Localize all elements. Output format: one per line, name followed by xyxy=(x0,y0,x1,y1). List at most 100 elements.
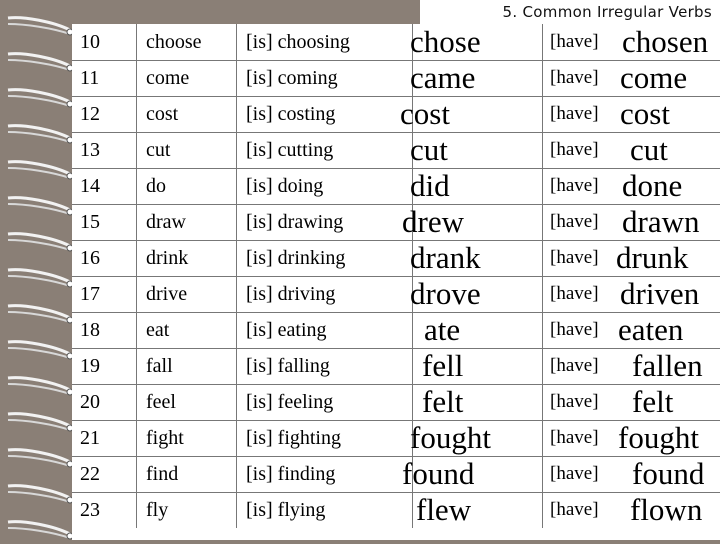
ing-form: [is] drinking xyxy=(246,247,346,269)
page-title: 5. Common Irregular Verbs xyxy=(420,0,720,24)
binding-ring-icon xyxy=(4,302,74,328)
row-divider xyxy=(72,456,720,457)
past-form: fell xyxy=(422,348,464,383)
row-divider xyxy=(72,276,720,277)
ing-form: [is] costing xyxy=(246,103,336,125)
past-form: flew xyxy=(416,492,472,527)
past-form: cut xyxy=(410,132,448,167)
verb-table: 10 choose [is] choosing chose [have] chosen 11… xyxy=(72,24,720,528)
ing-form: [is] eating xyxy=(246,319,327,341)
past-form: drank xyxy=(410,240,481,275)
past-participle: flown xyxy=(630,492,703,527)
row-number: 22 xyxy=(80,463,100,485)
row-number: 21 xyxy=(80,427,100,449)
have-label: [have] xyxy=(550,355,599,376)
binding-ring-icon xyxy=(4,14,74,40)
past-form: found xyxy=(402,456,475,491)
row-divider xyxy=(72,96,720,97)
row-divider xyxy=(72,240,720,241)
row-number: 14 xyxy=(80,175,100,197)
row-number: 19 xyxy=(80,355,100,377)
binding-ring-icon xyxy=(4,410,74,436)
have-label: [have] xyxy=(550,31,599,52)
past-form: ate xyxy=(424,312,461,347)
ing-form: [is] flying xyxy=(246,499,326,521)
ing-form: [is] choosing xyxy=(246,31,350,53)
base-form: cut xyxy=(146,139,171,161)
past-participle: drawn xyxy=(622,204,700,239)
row-number: 12 xyxy=(80,103,100,125)
past-form: fought xyxy=(410,420,491,455)
binding-ring-icon xyxy=(4,338,74,364)
ing-form: [is] driving xyxy=(246,283,336,305)
past-form: did xyxy=(410,168,450,203)
binding-ring-icon xyxy=(4,446,74,472)
row-number: 17 xyxy=(80,283,100,305)
row-divider xyxy=(72,492,720,493)
have-label: [have] xyxy=(550,463,599,484)
have-label: [have] xyxy=(550,499,599,520)
base-form: drive xyxy=(146,283,188,305)
binding-ring-icon xyxy=(4,518,74,544)
past-participle: fallen xyxy=(632,348,703,383)
past-form: drove xyxy=(410,276,481,311)
past-participle: cut xyxy=(630,132,668,167)
base-form: feel xyxy=(146,391,176,413)
binding-ring-icon xyxy=(4,122,74,148)
have-label: [have] xyxy=(550,427,599,448)
binding-ring-icon xyxy=(4,266,74,292)
past-participle: drunk xyxy=(616,240,689,275)
have-label: [have] xyxy=(550,67,599,88)
row-number: 13 xyxy=(80,139,100,161)
row-number: 11 xyxy=(80,67,100,89)
past-form: came xyxy=(410,60,476,95)
past-participle: cost xyxy=(620,96,670,131)
ing-form: [is] feeling xyxy=(246,391,334,413)
row-number: 16 xyxy=(80,247,100,269)
row-divider xyxy=(72,204,720,205)
base-form: choose xyxy=(146,31,202,53)
base-form: drink xyxy=(146,247,189,269)
binding-ring-icon xyxy=(4,158,74,184)
past-form: cost xyxy=(400,96,450,131)
have-label: [have] xyxy=(550,247,599,268)
base-form: come xyxy=(146,67,190,89)
base-form: cost xyxy=(146,103,179,125)
have-label: [have] xyxy=(550,319,599,340)
row-divider xyxy=(72,420,720,421)
binding-ring-icon xyxy=(4,482,74,508)
past-participle: chosen xyxy=(622,24,709,59)
binding-ring-icon xyxy=(4,86,74,112)
binding-ring-icon xyxy=(4,230,74,256)
binding-ring-icon xyxy=(4,374,74,400)
base-form: fall xyxy=(146,355,173,377)
row-divider xyxy=(72,312,720,313)
binding-ring-icon xyxy=(4,50,74,76)
past-participle: eaten xyxy=(618,312,684,347)
past-participle: driven xyxy=(620,276,700,311)
base-form: find xyxy=(146,463,179,485)
row-divider xyxy=(72,348,720,349)
ing-form: [is] doing xyxy=(246,175,324,197)
past-participle: fought xyxy=(618,420,699,455)
row-divider xyxy=(72,132,720,133)
row-number: 23 xyxy=(80,499,100,521)
row-divider xyxy=(72,384,720,385)
base-form: eat xyxy=(146,319,170,341)
row-number: 18 xyxy=(80,319,100,341)
row-number: 10 xyxy=(80,31,100,53)
ing-form: [is] cutting xyxy=(246,139,334,161)
binding-ring-icon xyxy=(4,194,74,220)
base-form: do xyxy=(146,175,166,197)
row-divider xyxy=(72,60,720,61)
past-participle: found xyxy=(632,456,705,491)
ing-form: [is] fighting xyxy=(246,427,341,449)
base-form: fly xyxy=(146,499,169,521)
row-number: 20 xyxy=(80,391,100,413)
ing-form: [is] coming xyxy=(246,67,338,89)
past-participle: done xyxy=(622,168,683,203)
ing-form: [is] drawing xyxy=(246,211,344,233)
have-label: [have] xyxy=(550,391,599,412)
past-participle: come xyxy=(620,60,688,95)
row-divider xyxy=(72,168,720,169)
